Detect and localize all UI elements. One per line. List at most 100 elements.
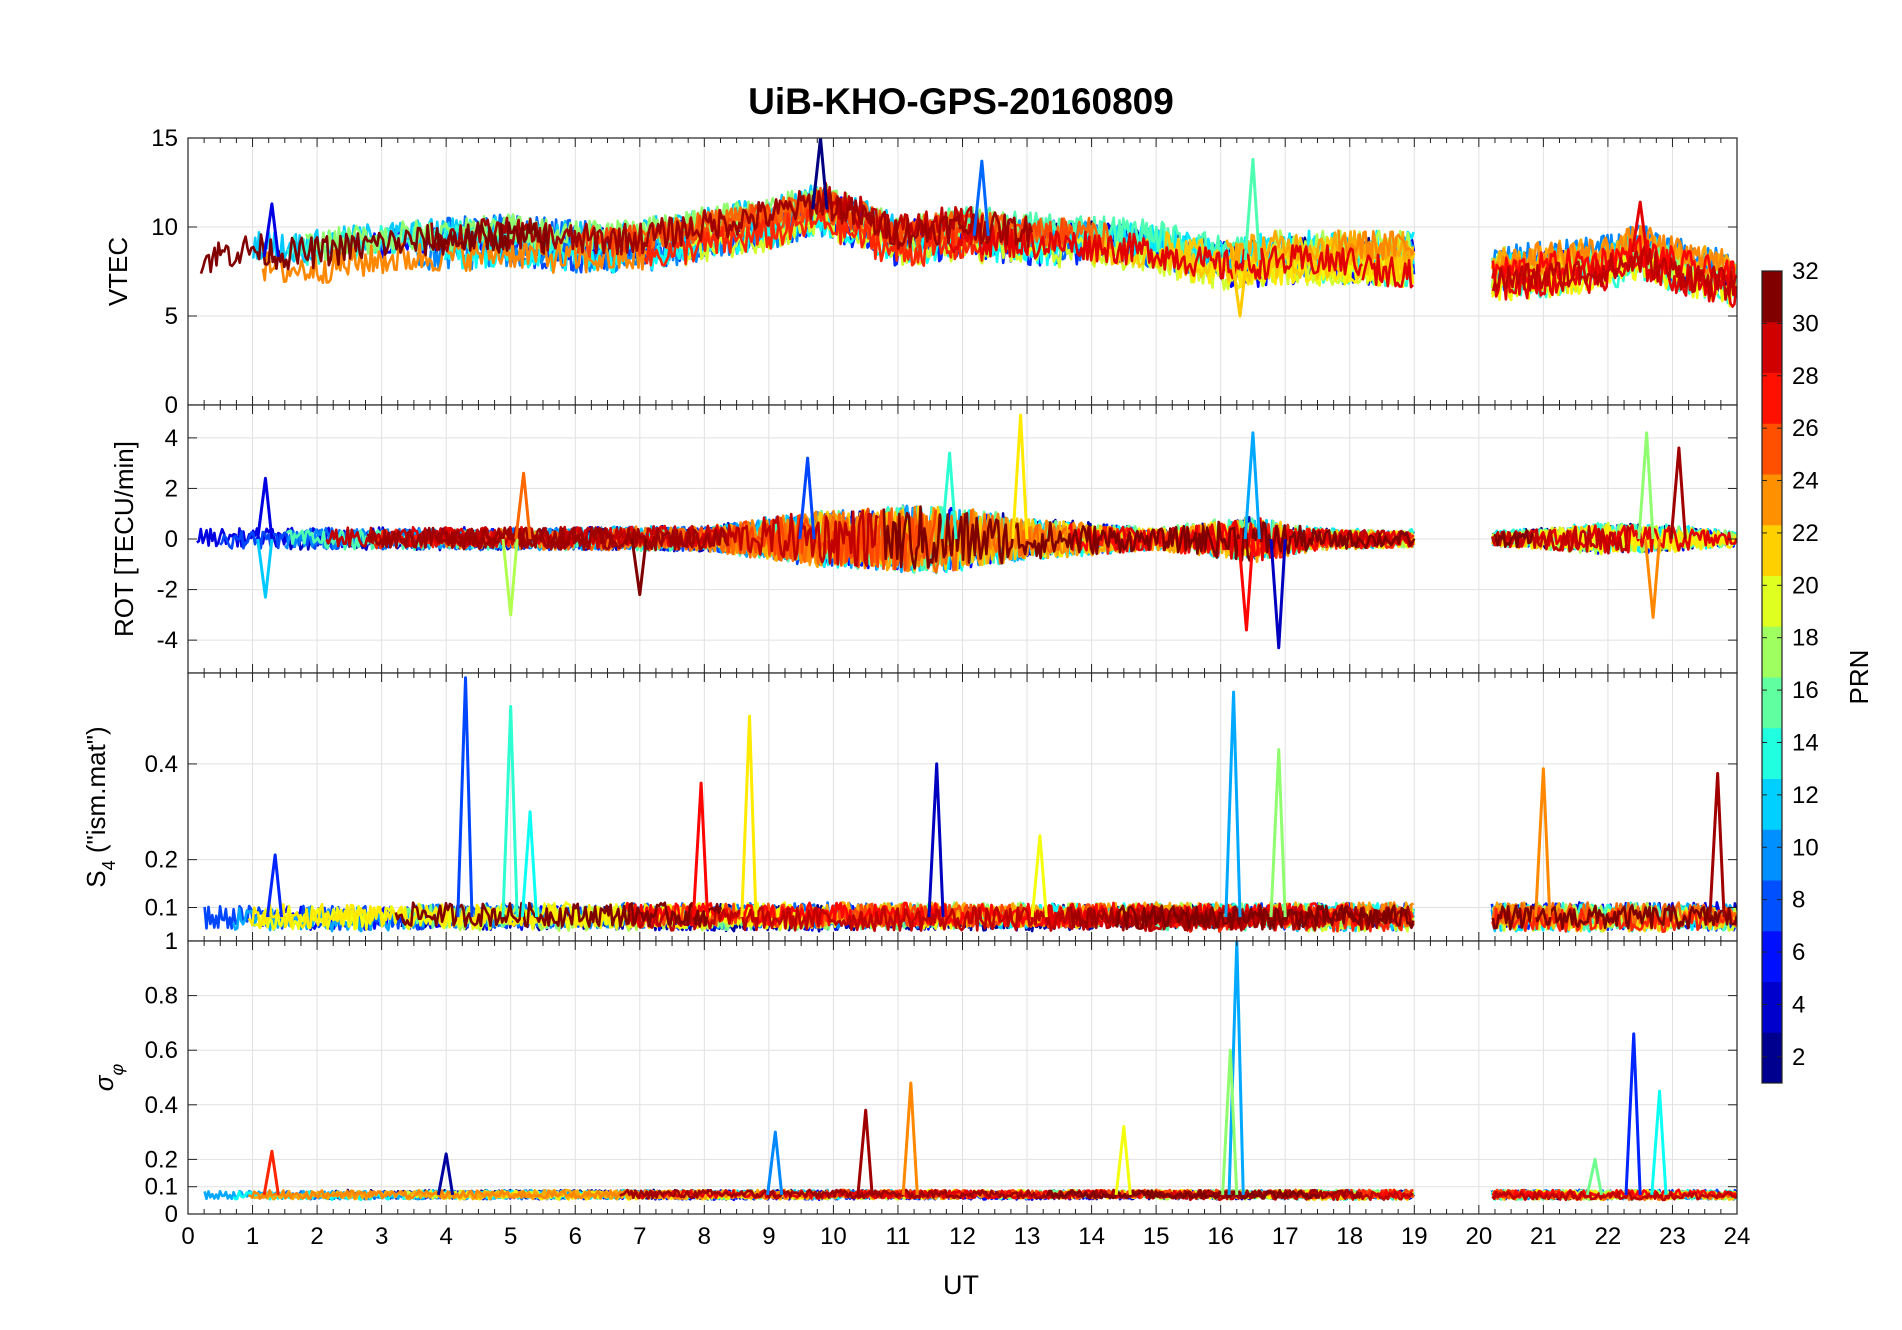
spike-mark	[256, 476, 274, 540]
x-tick-label: 23	[1659, 1223, 1686, 1250]
prn-series-line	[623, 906, 1249, 932]
spike-mark	[436, 1152, 455, 1196]
spike-mark	[1221, 1048, 1239, 1195]
chart-title: UiB-KHO-GPS-20160809	[748, 81, 1174, 122]
spike-mark	[1269, 748, 1287, 918]
colorbar-tick-label: 4	[1792, 991, 1805, 1018]
colorbar-tick-label: 30	[1792, 310, 1819, 337]
spike-mark	[811, 138, 829, 210]
spike-mark	[1030, 834, 1048, 918]
prn-series-line	[199, 221, 549, 275]
panel-vtec: 0 5 10 15 VTEC	[103, 125, 1738, 419]
x-tick-label: 22	[1595, 1223, 1622, 1250]
prn-series-line	[1046, 1189, 1320, 1200]
y-tick-label: -4	[157, 627, 178, 654]
y-tick-label: 0	[165, 1201, 178, 1228]
prn-series-line	[948, 221, 1364, 280]
x-tick-label: 10	[820, 1223, 847, 1250]
y-tick-label: -2	[157, 577, 178, 604]
prn-series-line	[366, 526, 618, 550]
spike-mark	[1269, 538, 1287, 650]
panel-s4: 0.1 0.2 0.4 S4 ("ism.mat")	[81, 672, 1738, 942]
spike-mark	[1630, 200, 1649, 253]
colorbar-frame	[1761, 270, 1783, 1084]
prn-series-line	[430, 190, 1034, 256]
y-tick-label: 0.8	[145, 983, 178, 1010]
prn-series-line	[1114, 904, 1737, 931]
spike-mark	[265, 853, 284, 918]
x-tick-label: 5	[504, 1223, 517, 1250]
prn-series-line	[882, 505, 1534, 570]
spike-mark	[501, 538, 519, 617]
spike-mark	[1708, 772, 1726, 918]
colorbar-segment	[1762, 880, 1782, 932]
spike-mark	[256, 538, 274, 599]
colorbar-tick-label: 8	[1792, 887, 1805, 914]
x-tick-label: 21	[1530, 1223, 1557, 1250]
y-tick-label: 0.2	[145, 1146, 178, 1173]
x-tick-label: 7	[633, 1223, 646, 1250]
colorbar-segment	[1762, 829, 1782, 881]
x-tick-label: 6	[569, 1223, 582, 1250]
colorbar-tick-label: 32	[1792, 258, 1819, 285]
spike-mark	[1643, 538, 1662, 619]
spike-mark	[1669, 446, 1687, 540]
colorbar-segment	[1762, 727, 1782, 779]
colorbar-tick-label: 12	[1792, 782, 1819, 809]
x-axis-label: UT	[943, 1270, 979, 1300]
x-tick-label: 3	[375, 1223, 388, 1250]
x-tick-label: 2	[310, 1223, 323, 1250]
spike-mark	[1237, 538, 1255, 632]
colorbar-tick-label: 10	[1792, 834, 1819, 861]
series-group-rot	[196, 413, 1737, 650]
spike-mark	[1624, 1032, 1642, 1195]
x-tick-label: 12	[949, 1223, 976, 1250]
colorbar-segment	[1762, 677, 1782, 729]
spike-mark	[1011, 413, 1029, 540]
prn-series-line	[1491, 246, 1737, 301]
spike-mark	[856, 1108, 874, 1196]
spike-mark	[1637, 431, 1655, 540]
colorbar-segment	[1762, 575, 1782, 627]
x-tick-label: 14	[1078, 1223, 1105, 1250]
y-axis-label-s4: S4 ("ism.mat")	[81, 726, 119, 887]
colorbar-tick-label: 22	[1792, 520, 1819, 547]
spike-mark	[798, 456, 816, 540]
x-tick-label: 24	[1724, 1223, 1751, 1250]
spike-mark	[1243, 431, 1261, 540]
spike-mark	[1585, 1157, 1603, 1196]
colorbar-label: PRN	[1844, 650, 1874, 705]
x-tick-label: 0	[181, 1223, 194, 1250]
panel-rot: -4 -2 0 2 4 ROT [TECU/min]	[109, 404, 1738, 674]
y-tick-label: 4	[165, 425, 178, 452]
colorbar-segment	[1762, 423, 1782, 475]
y-tick-label: 0	[165, 392, 178, 419]
colorbar-tick-label: 20	[1792, 572, 1819, 599]
colorbar-segment	[1762, 1032, 1782, 1084]
colorbar-tick-label: 26	[1792, 415, 1819, 442]
spike-mark	[1243, 157, 1261, 261]
x-tick-label: 11	[885, 1223, 910, 1250]
spike-mark	[1230, 260, 1248, 318]
y-tick-label: 0	[165, 526, 178, 553]
colorbar-segment	[1762, 930, 1782, 982]
spike-mark	[1534, 767, 1552, 918]
prn-series-line	[1085, 232, 1416, 283]
x-tick-label: 18	[1336, 1223, 1363, 1250]
colorbar-segment	[1762, 778, 1782, 830]
spike-mark	[972, 159, 990, 236]
colorbar-segment	[1762, 524, 1782, 576]
spike-mark	[901, 1081, 919, 1195]
x-tick-label: 9	[762, 1223, 775, 1250]
colorbar-segment	[1762, 474, 1782, 526]
spike-mark	[1114, 1125, 1132, 1196]
spike-mark	[262, 202, 280, 258]
x-tick-label: 16	[1207, 1223, 1234, 1250]
spike-mark	[927, 762, 945, 918]
x-tick-label: 4	[439, 1223, 452, 1250]
y-tick-label: 0.4	[145, 1092, 178, 1119]
colorbar-segment	[1762, 271, 1782, 323]
